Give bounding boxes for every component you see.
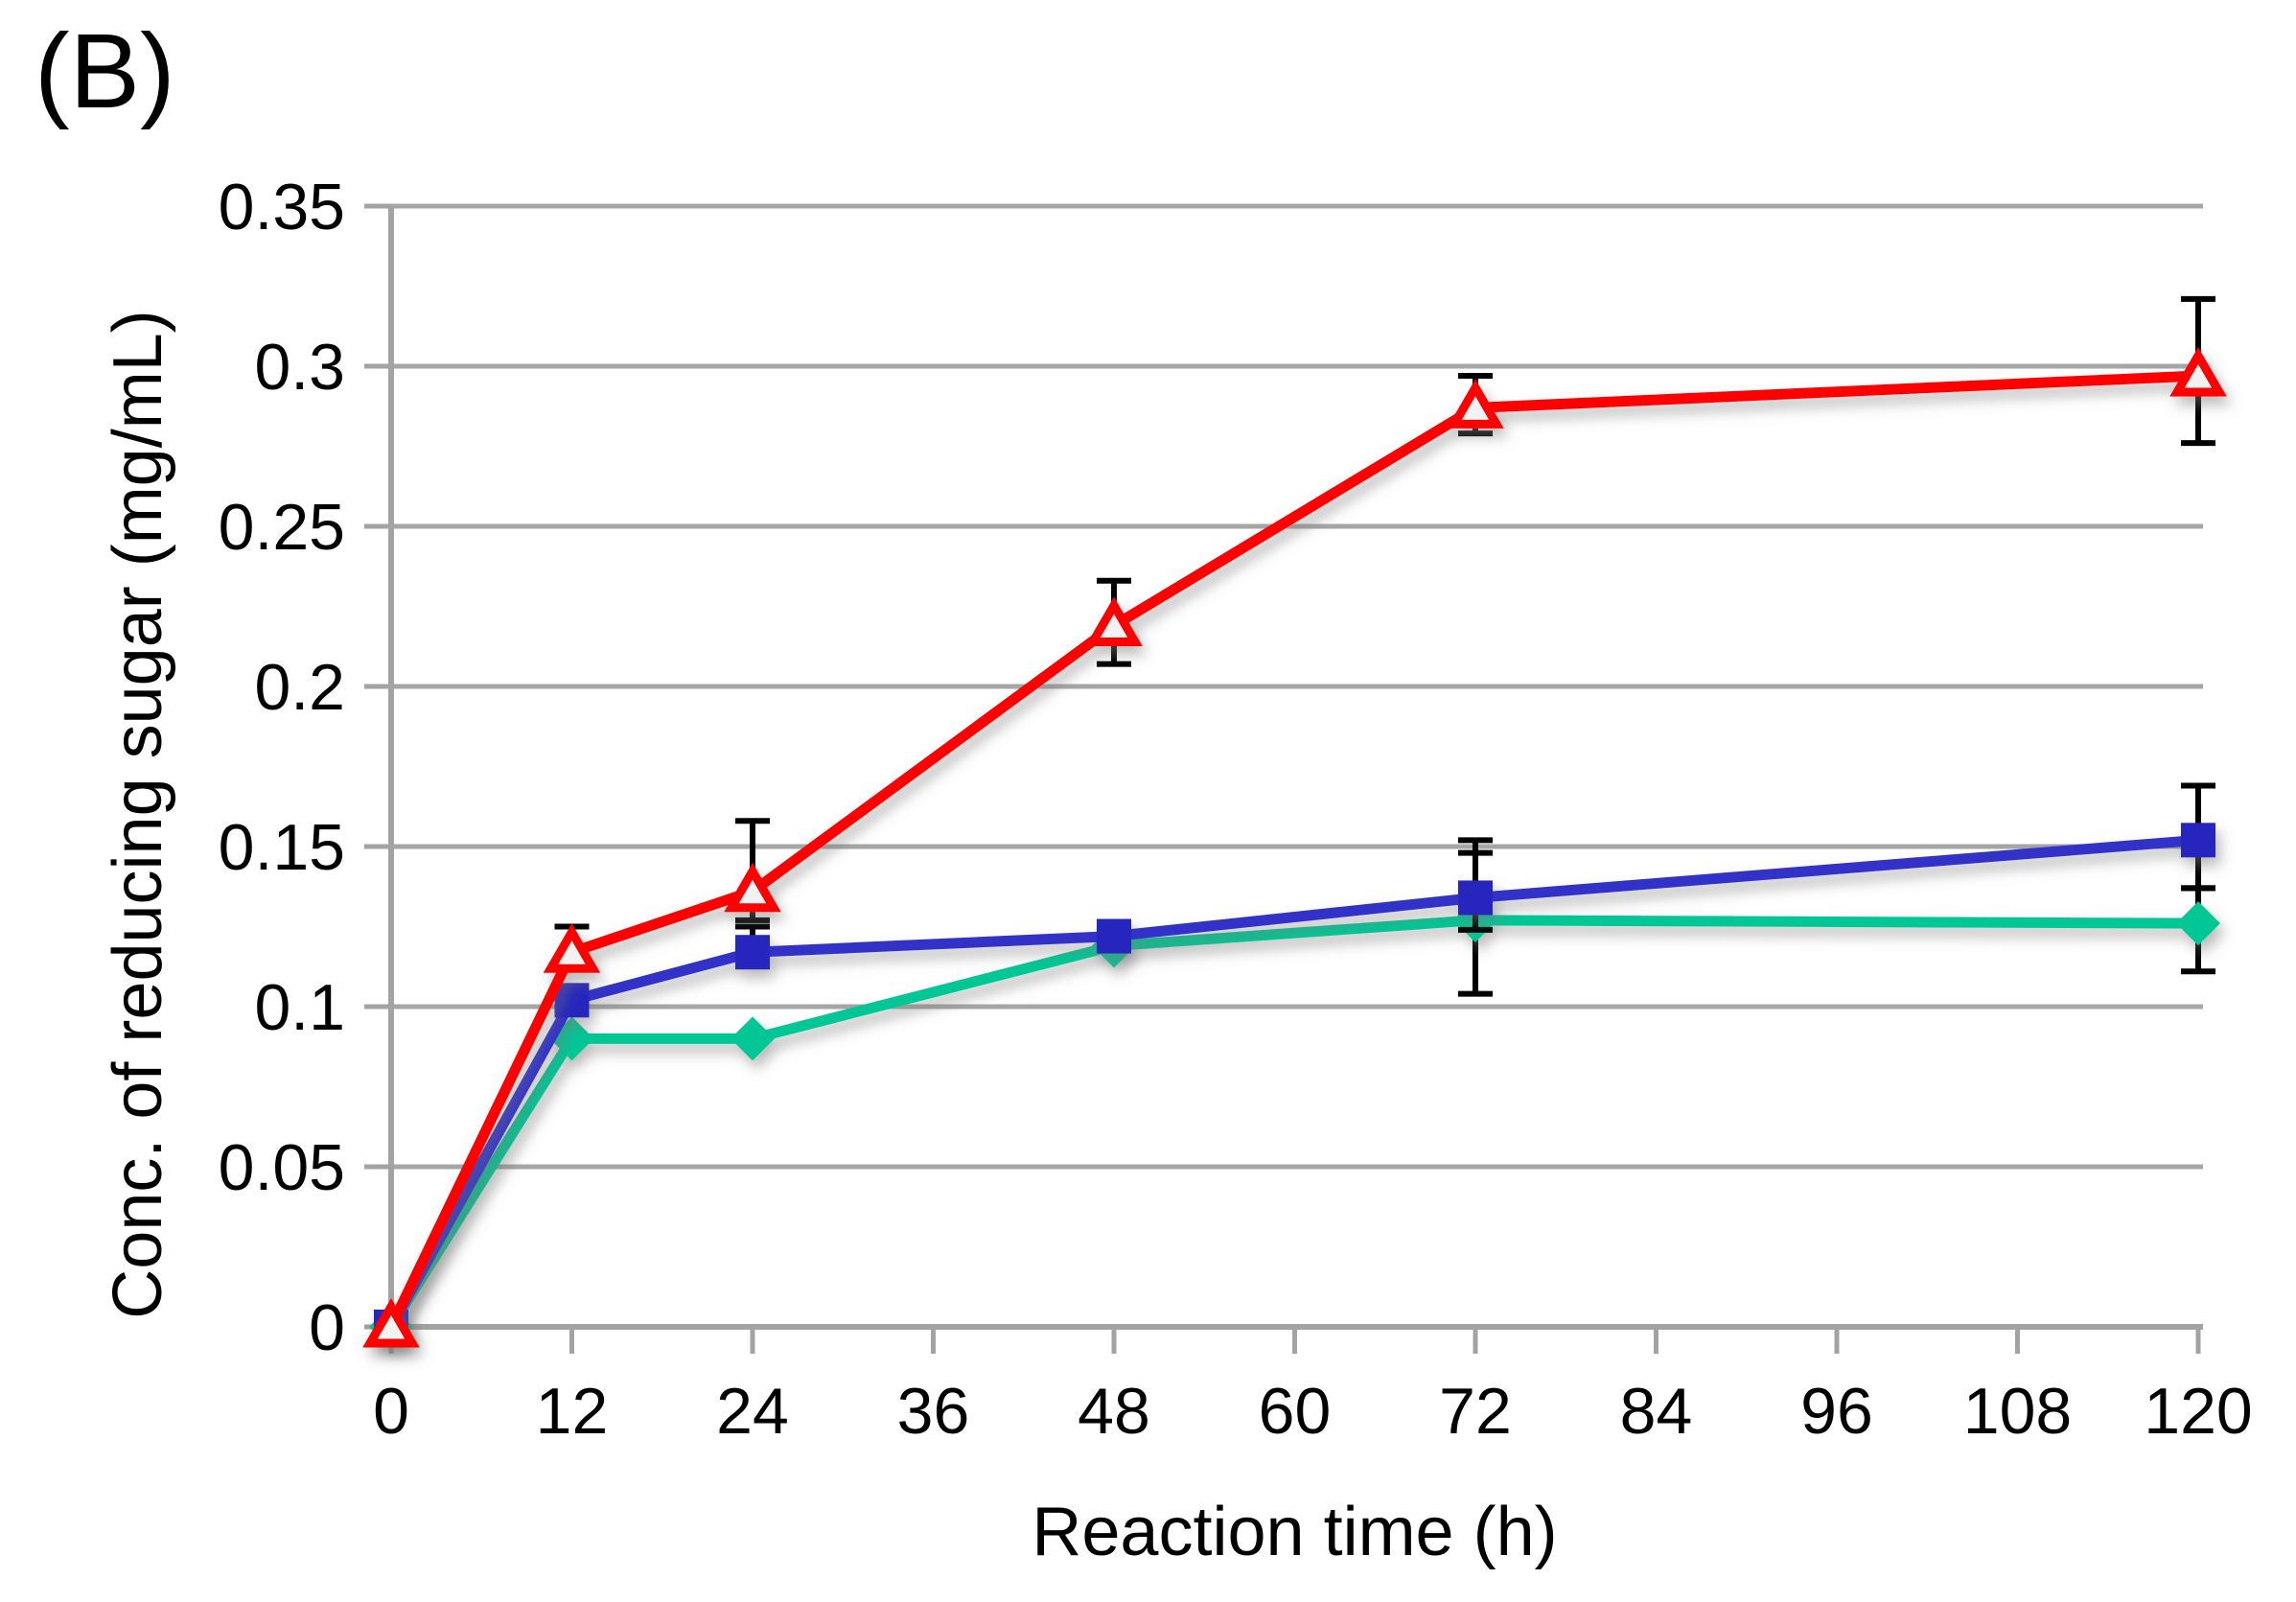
axis-labels-layer: 0 0.05 0.1 0.15 0.2 0.25 0.3 0.35 0 12 24 36 48 60 72 8…: [100, 171, 2253, 1570]
triangle-marker-48: [1085, 596, 1143, 647]
y-axis-title: Conc. of reducing sugar (mg/mL): [100, 310, 176, 1318]
diamond-marker-24: [731, 1016, 775, 1061]
blue-square-series-line: [385, 834, 2204, 1333]
x-tick-label-120: 120: [2144, 1375, 2252, 1448]
figure-label: (B): [35, 12, 175, 130]
y-tick-label-0.3: 0.3: [254, 331, 345, 404]
x-tick-label-84: 84: [1620, 1375, 1693, 1448]
green-diamond-series-line: [385, 915, 2204, 1333]
y-tick-label-0.25: 0.25: [219, 491, 345, 564]
x-tick-label-48: 48: [1078, 1375, 1150, 1448]
x-tick-label-24: 24: [716, 1375, 789, 1448]
series-layer: [362, 295, 2227, 1349]
y-tick-label-0.15: 0.15: [219, 811, 345, 884]
square-marker-72: [1458, 880, 1493, 916]
gridlines-layer: [391, 203, 2203, 1170]
triangle-marker-72: [1447, 379, 1504, 429]
axes-layer: [364, 203, 2203, 1354]
square-marker-12: [554, 983, 590, 1018]
red-triangle-series: [362, 347, 2227, 1348]
square-marker-24: [735, 935, 770, 970]
x-tick-label-72: 72: [1439, 1375, 1512, 1448]
red-triangle-series-line: [385, 370, 2204, 1333]
x-axis-title: Reaction time (h): [1032, 1494, 1557, 1570]
triangle-marker-24: [724, 862, 781, 913]
square-marker-48: [1097, 918, 1131, 954]
x-tick-label-12: 12: [536, 1375, 609, 1448]
x-tick-label-96: 96: [1800, 1375, 1873, 1448]
triangle-marker-0: [362, 1298, 420, 1348]
triangle-marker-12: [543, 923, 601, 973]
y-tick-label-0: 0: [309, 1291, 345, 1364]
blue-square-series: [374, 823, 2215, 1344]
y-tick-label-0.2: 0.2: [254, 651, 345, 724]
y-tick-label-0.05: 0.05: [219, 1131, 345, 1204]
x-tick-label-0: 0: [373, 1375, 409, 1448]
y-tick-label-0.35: 0.35: [219, 171, 345, 244]
green-diamond-series: [369, 897, 2220, 1349]
x-tick-label-60: 60: [1259, 1375, 1332, 1448]
x-tick-label-36: 36: [897, 1375, 970, 1448]
diamond-marker-120: [2176, 901, 2220, 946]
triangle-marker-120: [2169, 347, 2227, 397]
square-marker-120: [2181, 823, 2215, 858]
y-tick-label-0.1: 0.1: [254, 971, 345, 1044]
red-triangle-series-error-bars: [554, 295, 2215, 968]
x-tick-label-108: 108: [1963, 1375, 2072, 1448]
